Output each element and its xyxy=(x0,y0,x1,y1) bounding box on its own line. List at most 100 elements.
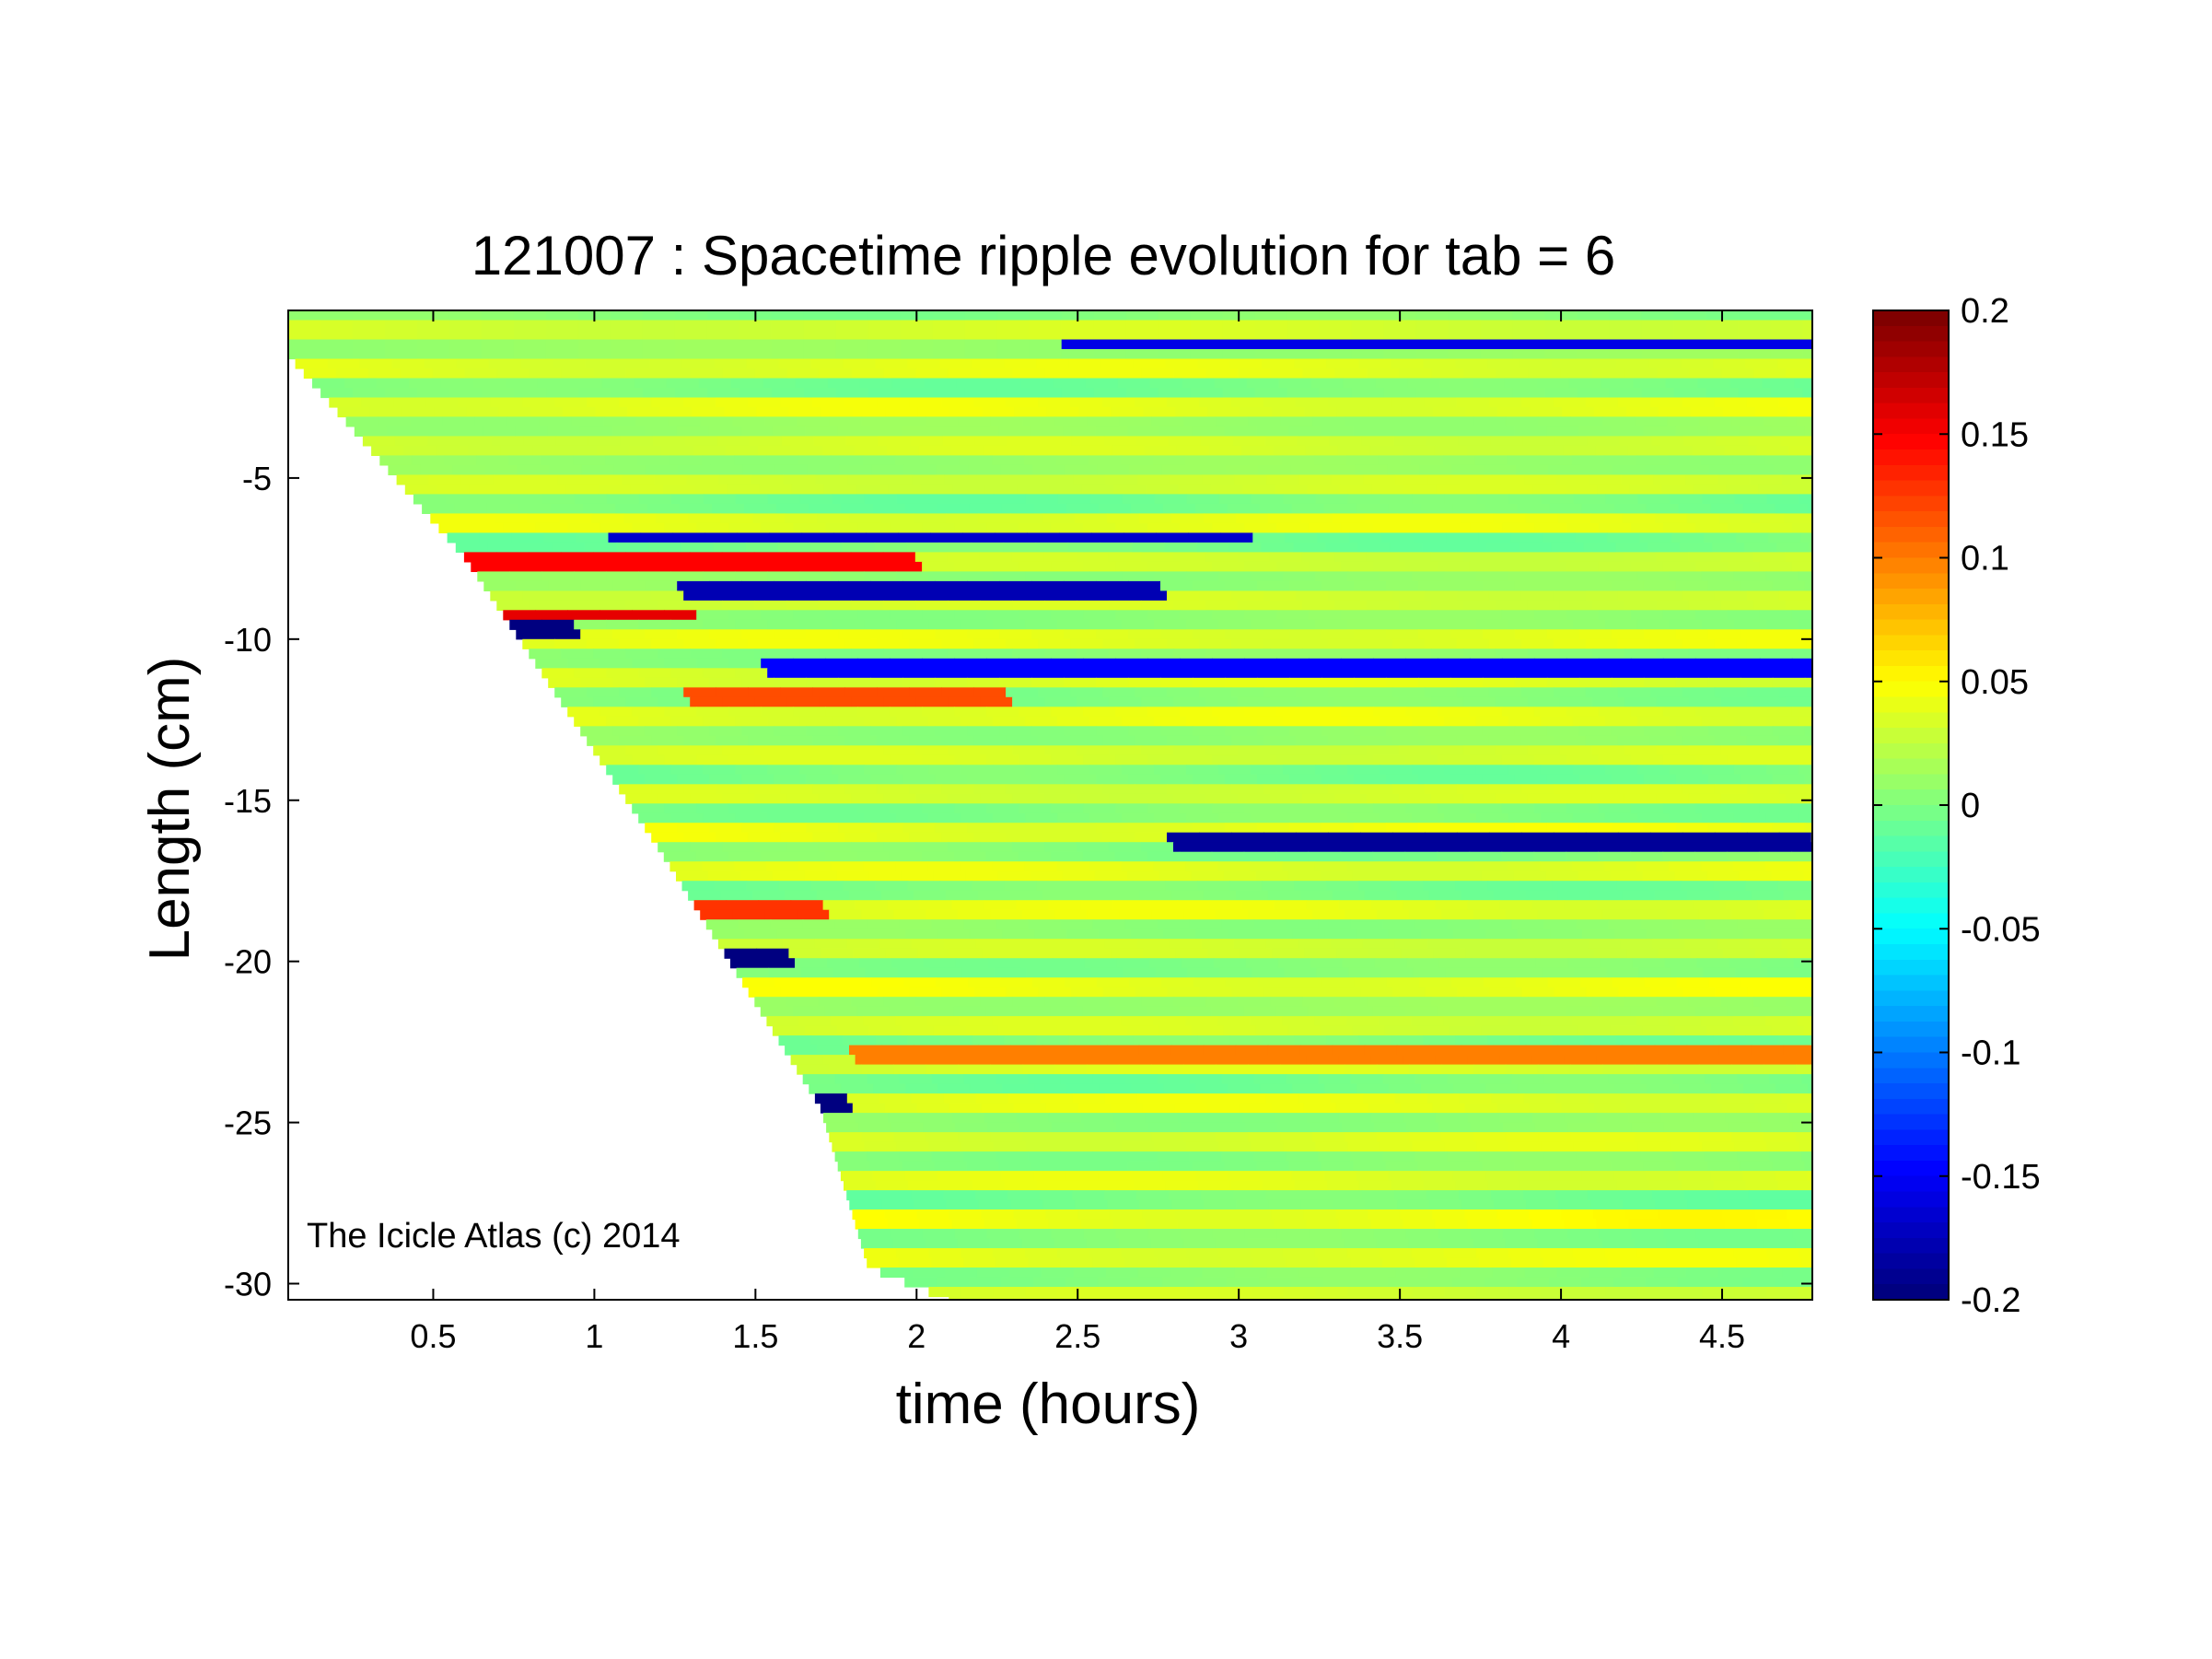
heatmap-cell xyxy=(1511,1074,1545,1085)
heatmap-cell xyxy=(1051,561,1084,572)
heatmap-cell xyxy=(659,407,693,418)
heatmap-cell xyxy=(980,600,1013,611)
heatmap-cell xyxy=(1452,1171,1486,1182)
heatmap-cell xyxy=(1087,416,1120,427)
heatmap-cell xyxy=(1386,726,1419,737)
heatmap-cell xyxy=(417,388,450,399)
heatmap-cell xyxy=(619,590,652,602)
heatmap-cell xyxy=(1469,754,1503,765)
heatmap-cell xyxy=(1560,997,1593,1008)
heatmap-cell xyxy=(1232,436,1266,447)
heatmap-cell xyxy=(702,455,735,466)
heatmap-cell xyxy=(664,561,697,572)
heatmap-cell xyxy=(1212,754,1245,765)
heatmap-cell xyxy=(1032,977,1065,988)
heatmap-cell xyxy=(1405,754,1438,765)
heatmap-cell xyxy=(437,484,471,495)
heatmap-cell xyxy=(1663,522,1696,533)
heatmap-cell xyxy=(1051,1229,1085,1240)
heatmap-cell xyxy=(501,484,535,495)
heatmap-cell xyxy=(1388,503,1422,514)
heatmap-cell xyxy=(867,919,901,930)
heatmap-cell xyxy=(1609,349,1643,360)
heatmap-cell xyxy=(1382,1074,1416,1085)
heatmap-cell xyxy=(1354,977,1388,988)
heatmap-cell xyxy=(1194,1171,1228,1182)
heatmap-cell xyxy=(1799,1141,1812,1152)
heatmap-cell xyxy=(1428,890,1462,901)
heatmap-cell xyxy=(1722,1296,1755,1300)
heatmap-cell xyxy=(1640,919,1674,930)
heatmap-cell xyxy=(1740,977,1775,988)
heatmap-cell xyxy=(1366,552,1400,563)
heatmap-cell xyxy=(1591,600,1625,611)
heatmap-cell xyxy=(1776,542,1810,553)
heatmap-cell xyxy=(1256,426,1290,437)
heatmap-cell xyxy=(1093,310,1127,321)
heatmap-cell xyxy=(1286,330,1321,341)
heatmap-cell xyxy=(1080,1113,1114,1124)
heatmap-cell xyxy=(870,823,903,834)
heatmap-cell xyxy=(645,580,678,591)
heatmap-cell xyxy=(901,1025,935,1036)
heatmap-cell xyxy=(1233,1093,1267,1104)
heatmap-cell xyxy=(1342,958,1376,969)
heatmap-cell xyxy=(1650,987,1683,998)
heatmap-cell xyxy=(670,668,704,679)
heatmap-cell xyxy=(1089,716,1123,727)
heatmap-cell xyxy=(1543,532,1576,543)
heatmap-cell xyxy=(1603,455,1637,466)
heatmap-cell xyxy=(664,658,697,669)
heatmap-cell xyxy=(1286,919,1320,930)
heatmap-cell xyxy=(578,388,611,399)
heatmap-cell xyxy=(1523,939,1557,950)
heatmap-cell xyxy=(1320,870,1354,882)
heatmap-cell xyxy=(1555,939,1589,950)
heatmap-cell xyxy=(1212,561,1245,572)
heatmap-cell xyxy=(1016,1219,1050,1230)
heatmap-cell xyxy=(993,494,1027,505)
heatmap-cell xyxy=(836,870,870,882)
heatmap-cell xyxy=(1774,1277,1808,1288)
heatmap-cell xyxy=(1364,890,1398,901)
colorbar-tick-label: 0.2 xyxy=(1961,292,2009,331)
heatmap-cell xyxy=(1618,987,1651,998)
heatmap-cell xyxy=(1537,909,1571,920)
heatmap-cell xyxy=(995,919,1030,930)
heatmap-cell xyxy=(1197,881,1230,892)
heatmap-cell xyxy=(999,774,1032,785)
heatmap-cell xyxy=(798,1016,832,1027)
heatmap-cell xyxy=(1334,368,1368,380)
heatmap-cell xyxy=(588,436,622,447)
heatmap-cell xyxy=(1131,929,1164,940)
heatmap-cell xyxy=(658,696,691,707)
heatmap-cell xyxy=(1452,1277,1485,1288)
heatmap-cell xyxy=(1409,1064,1442,1075)
heatmap-cell xyxy=(1180,803,1213,814)
y-tick-label: -30 xyxy=(224,1266,272,1303)
heatmap-cell xyxy=(1352,870,1386,882)
heatmap-cell xyxy=(1339,484,1373,495)
heatmap-cell xyxy=(709,774,742,785)
heatmap-cell xyxy=(1604,668,1638,679)
heatmap-cell xyxy=(1752,842,1787,853)
heatmap-cell xyxy=(1282,1248,1316,1259)
heatmap-cell xyxy=(1082,1006,1116,1017)
heatmap-cell xyxy=(1615,542,1648,553)
heatmap-cell xyxy=(996,339,1030,350)
heatmap-cell xyxy=(1093,330,1127,341)
heatmap-cell xyxy=(1216,1132,1249,1143)
heatmap-cell xyxy=(1057,619,1090,630)
heatmap-cell xyxy=(891,958,925,969)
heatmap-cell xyxy=(1057,716,1090,727)
heatmap-cell xyxy=(1220,532,1253,543)
heatmap-cell xyxy=(1637,1141,1671,1152)
heatmap-cell xyxy=(1051,803,1084,814)
heatmap-cell xyxy=(1730,1064,1764,1075)
heatmap-cell xyxy=(541,571,575,582)
heatmap-cell xyxy=(748,987,782,998)
heatmap-cell xyxy=(1508,494,1543,505)
heatmap-cell xyxy=(1193,726,1226,737)
heatmap-cell xyxy=(1760,1229,1794,1240)
